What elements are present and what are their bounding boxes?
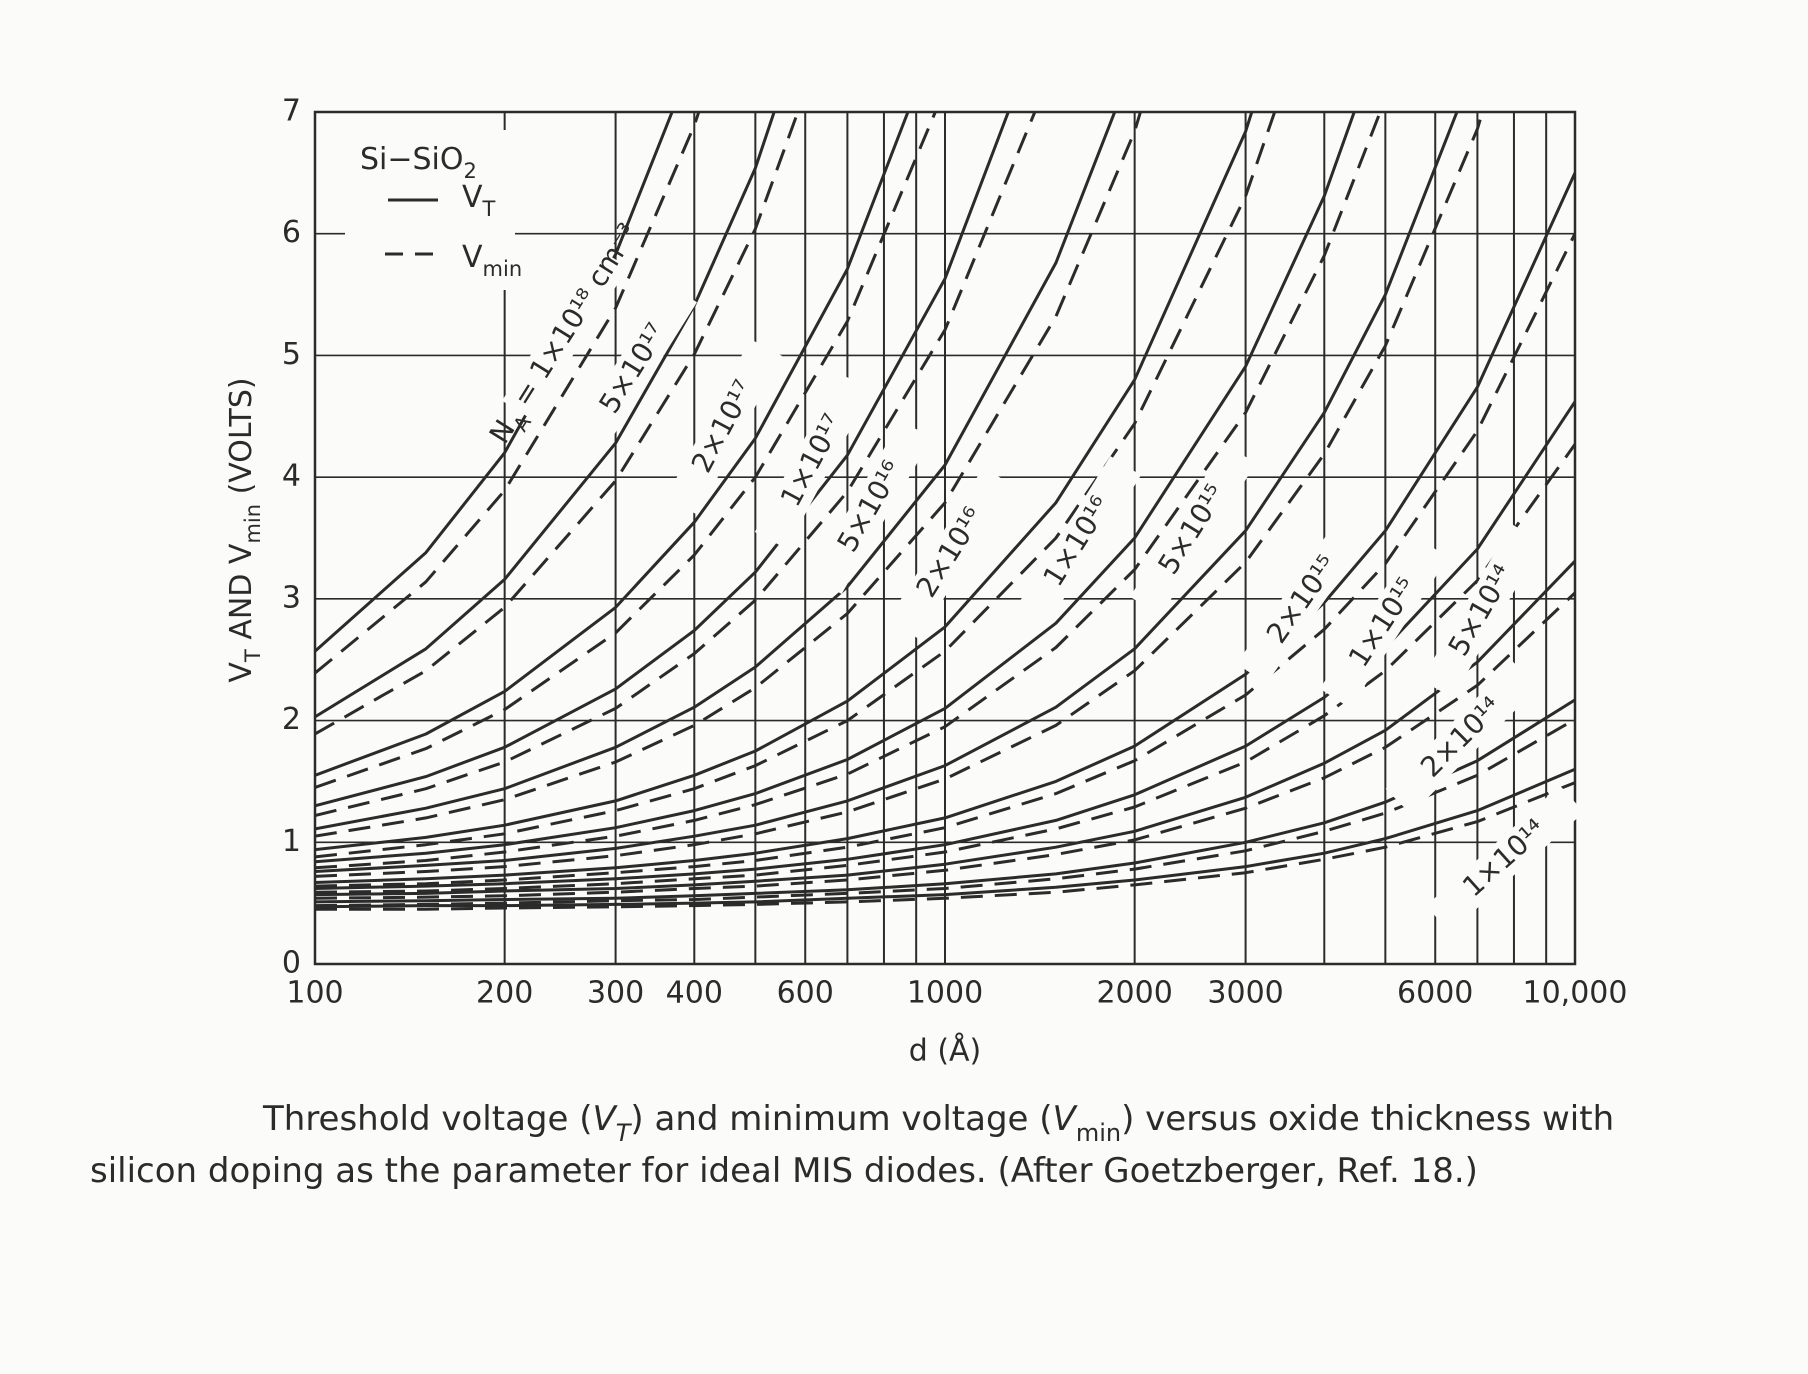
y-tick-label: 5 <box>282 337 301 372</box>
caption-line: Threshold voltage (VT) and minimum volta… <box>262 1099 1614 1148</box>
vt-curve <box>315 112 776 719</box>
vt-curve <box>315 112 1356 864</box>
x-axis-title: d (Å) <box>909 1033 982 1069</box>
text-run: V <box>1053 1099 1079 1139</box>
plot-frame <box>313 110 1577 966</box>
text-run: silicon doping as the parameter for idea… <box>90 1151 1478 1191</box>
plot-area <box>315 112 1575 911</box>
vt-curve <box>315 112 1117 831</box>
text-run: T <box>616 1119 633 1147</box>
vt-curve <box>315 112 674 653</box>
label-backdrop <box>754 373 872 549</box>
label-backdrop <box>888 467 1014 639</box>
y-axis-title: VT AND Vmin (VOLTS) <box>224 377 266 682</box>
text-run: Threshold voltage ( <box>262 1099 592 1139</box>
y-tick-label: 0 <box>282 946 301 981</box>
vt-curve <box>315 112 1459 873</box>
vt-curve <box>315 112 910 777</box>
text-run: 2 <box>464 159 477 183</box>
label-backdrop <box>1421 524 1543 698</box>
x-tick-label: 600 <box>777 976 834 1011</box>
text-run: ) versus oxide thickness with <box>1121 1099 1614 1139</box>
label-backdrop <box>1319 537 1449 709</box>
text-run: T <box>241 649 265 663</box>
text-run: min <box>1076 1119 1121 1147</box>
caption-line: silicon doping as the parameter for idea… <box>90 1151 1478 1191</box>
vt-curve <box>315 172 1575 884</box>
legend-backdrop <box>345 130 515 290</box>
label-backdrop <box>571 283 697 455</box>
vmin-curve <box>315 443 1575 894</box>
vmin-curve <box>315 233 1575 888</box>
legend-title: Si−SiO2 <box>360 142 477 184</box>
text-run: V <box>462 240 483 275</box>
y-tick-label: 3 <box>282 580 301 615</box>
label-backdrop <box>1236 515 1370 685</box>
vt-curve <box>315 767 1575 909</box>
text-run: AND V <box>224 543 259 649</box>
vt-curve <box>315 560 1575 897</box>
x-tick-label: 1000 <box>907 976 983 1011</box>
x-tick-label: 3000 <box>1207 976 1283 1011</box>
x-tick-label: 200 <box>476 976 533 1011</box>
text-run: V <box>462 180 483 215</box>
label-backdrop <box>665 339 783 515</box>
vt-curve <box>315 112 1254 852</box>
vmin-curve <box>315 112 1382 870</box>
text-run: T <box>482 197 496 221</box>
y-tick-label: 7 <box>282 94 301 129</box>
vt-curve <box>315 112 1010 808</box>
legend-label: Vmin <box>462 240 522 282</box>
label-backdrop <box>1385 661 1539 815</box>
text-run: Si−SiO <box>360 142 464 177</box>
text-run: min <box>241 504 265 544</box>
vmin-curve <box>315 112 1485 878</box>
x-tick-label: 400 <box>666 976 723 1011</box>
vmin-curve <box>315 591 1575 900</box>
label-backdrop <box>1426 785 1584 933</box>
label-backdrop <box>1130 444 1256 616</box>
x-tick-label: 6000 <box>1397 976 1473 1011</box>
text-run: V <box>592 1099 618 1139</box>
x-tick-label: 100 <box>286 976 343 1011</box>
label-backdrop <box>1015 456 1141 628</box>
vmin-curve <box>315 112 1277 859</box>
label-backdrop <box>810 420 932 594</box>
text-run: (VOLTS) <box>224 377 259 504</box>
text-run: ) and minimum voltage ( <box>630 1099 1052 1139</box>
legend-label: VT <box>462 180 496 222</box>
y-tick-label: 2 <box>282 702 301 737</box>
y-tick-label: 6 <box>282 215 301 250</box>
vmin-curve <box>315 718 1575 908</box>
text-run: min <box>483 257 523 281</box>
y-tick-label: 1 <box>282 824 301 859</box>
y-tick-label: 4 <box>282 459 301 494</box>
vmin-curve <box>315 112 937 789</box>
vmin-curve <box>315 112 1037 817</box>
x-tick-label: 10,000 <box>1523 976 1628 1011</box>
vmin-curve <box>315 781 1575 911</box>
text-run: V <box>224 662 259 683</box>
x-tick-label: 2000 <box>1096 976 1172 1011</box>
label-backdrop <box>502 248 628 420</box>
x-tick-label: 300 <box>587 976 644 1011</box>
vmin-curve <box>315 112 800 736</box>
vmin-curve <box>315 112 701 675</box>
vt-curve <box>315 698 1575 904</box>
